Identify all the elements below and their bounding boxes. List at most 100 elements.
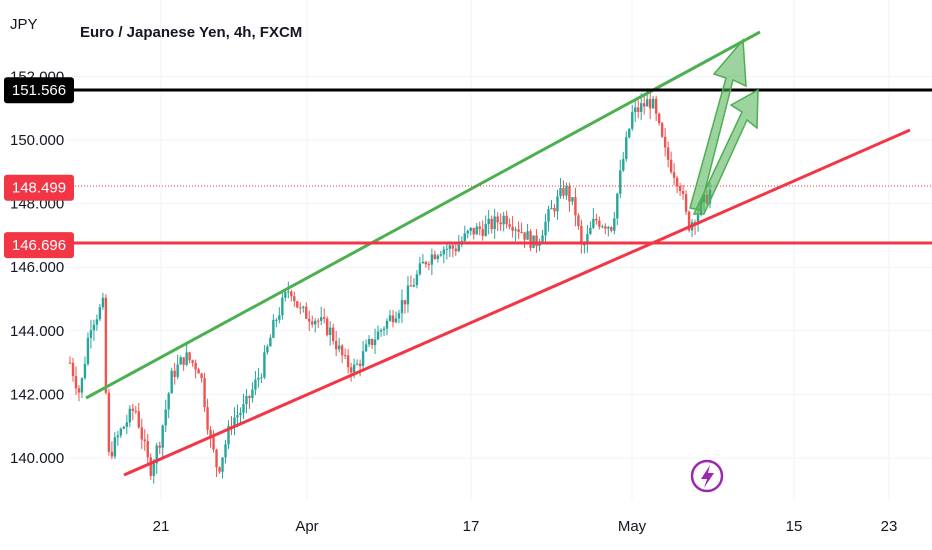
- candle: [580, 219, 583, 254]
- candle: [188, 351, 191, 364]
- candle: [185, 342, 188, 367]
- candle: [631, 104, 634, 131]
- candle: [687, 210, 691, 233]
- candle: [409, 275, 413, 287]
- candle: [77, 385, 81, 402]
- candle: [302, 305, 305, 313]
- candle: [137, 403, 140, 429]
- candle: [278, 307, 281, 324]
- candle: [95, 314, 99, 331]
- candle: [535, 229, 538, 253]
- x-tick-label: 23: [881, 518, 898, 535]
- candle: [98, 304, 102, 322]
- candle: [200, 372, 203, 383]
- candle: [550, 200, 553, 210]
- candle: [110, 441, 114, 460]
- candle: [251, 382, 254, 403]
- candle: [284, 289, 287, 302]
- candle: [574, 187, 577, 227]
- candle: [669, 151, 673, 174]
- candle: [320, 306, 323, 326]
- candle: [361, 340, 365, 372]
- candle: [328, 321, 332, 346]
- candle: [616, 192, 619, 226]
- candle: [577, 213, 580, 230]
- candle: [86, 332, 90, 366]
- candle: [430, 248, 434, 276]
- candle: [272, 314, 275, 339]
- candle: [176, 354, 179, 380]
- price-tag: 146.696: [4, 232, 74, 259]
- candle: [158, 441, 161, 455]
- candle: [394, 311, 398, 324]
- candle: [436, 253, 440, 263]
- candle: [421, 254, 425, 264]
- candle: [263, 345, 266, 380]
- candle: [337, 337, 341, 353]
- candle: [221, 457, 224, 479]
- candle: [520, 222, 523, 234]
- candle: [562, 180, 565, 199]
- x-tick-label: May: [618, 518, 647, 535]
- candle: [260, 373, 263, 384]
- candle: [400, 289, 404, 323]
- candle: [367, 335, 371, 348]
- candle: [544, 213, 547, 244]
- candle: [598, 216, 601, 230]
- candle: [224, 440, 227, 464]
- candle: [478, 221, 481, 236]
- y-axis: 152.000150.000148.000146.000144.000142.0…: [10, 68, 64, 467]
- x-axis: 21 Apr 17 May 15 23: [153, 518, 898, 535]
- candle: [113, 432, 117, 460]
- candle: [571, 197, 574, 206]
- x-tick-label: Apr: [295, 518, 318, 535]
- candle: [331, 323, 335, 345]
- candle: [517, 221, 520, 240]
- lower-channel-line: [123, 128, 911, 477]
- candle: [526, 223, 529, 240]
- candle: [155, 442, 158, 475]
- candle: [451, 242, 455, 258]
- candle: [83, 356, 87, 380]
- candle: [589, 221, 592, 235]
- candle: [197, 367, 200, 374]
- candle: [412, 278, 416, 288]
- price-tags: 151.566 148.499 146.696: [4, 77, 74, 259]
- candle: [358, 359, 362, 377]
- candle: [376, 325, 380, 341]
- candle: [191, 359, 194, 367]
- candle: [415, 270, 419, 289]
- candle: [657, 112, 661, 126]
- candle: [119, 427, 123, 438]
- candle: [628, 128, 631, 139]
- candle: [233, 407, 236, 436]
- candle: [146, 433, 149, 464]
- candle: [101, 292, 105, 310]
- candle: [660, 121, 664, 139]
- candle: [643, 93, 646, 115]
- candle: [194, 359, 197, 379]
- candle: [379, 328, 383, 337]
- candle: [424, 260, 428, 268]
- candle: [418, 256, 422, 276]
- candle: [484, 215, 487, 237]
- candle: [311, 315, 314, 328]
- candle: [496, 212, 499, 232]
- candle: [227, 420, 230, 450]
- candle: [349, 362, 353, 382]
- candle: [173, 362, 176, 385]
- chart-title: Euro / Japanese Yen, 4h, FXCM: [80, 24, 302, 41]
- lightning-icon[interactable]: [690, 459, 724, 493]
- candle: [314, 318, 317, 333]
- candle: [556, 189, 559, 220]
- x-tick-label: 15: [786, 518, 803, 535]
- candle: [317, 318, 320, 328]
- candle: [230, 416, 233, 436]
- candle: [281, 291, 284, 320]
- candle: [257, 368, 260, 388]
- candle: [595, 214, 598, 225]
- candle: [663, 127, 667, 157]
- y-tick-label: 140.000: [10, 450, 64, 467]
- candle: [490, 215, 493, 234]
